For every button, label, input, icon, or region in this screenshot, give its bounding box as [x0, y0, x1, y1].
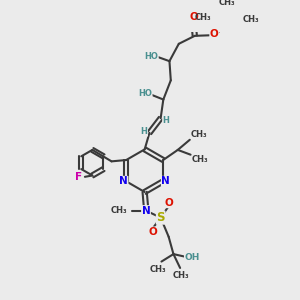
Text: HO: HO — [138, 89, 152, 98]
Text: HO: HO — [144, 52, 158, 61]
Text: CH₃: CH₃ — [172, 272, 189, 280]
Text: N: N — [142, 206, 150, 216]
Text: CH₃: CH₃ — [194, 13, 211, 22]
Text: O: O — [148, 227, 157, 237]
Text: H: H — [141, 127, 148, 136]
Text: OH: OH — [184, 253, 200, 262]
Text: CH₃: CH₃ — [242, 15, 259, 24]
Text: N: N — [119, 176, 128, 186]
Text: CH₃: CH₃ — [192, 155, 208, 164]
Text: H: H — [163, 116, 170, 125]
Text: N: N — [161, 176, 170, 186]
Text: S: S — [156, 211, 165, 224]
Text: O: O — [189, 12, 198, 22]
Text: CH₃: CH₃ — [219, 0, 236, 7]
Text: F: F — [76, 172, 82, 182]
Text: CH₃: CH₃ — [110, 206, 127, 215]
Text: O: O — [164, 198, 173, 208]
Text: CH₃: CH₃ — [150, 265, 166, 274]
Text: O: O — [210, 29, 219, 39]
Text: CH₃: CH₃ — [191, 130, 208, 139]
